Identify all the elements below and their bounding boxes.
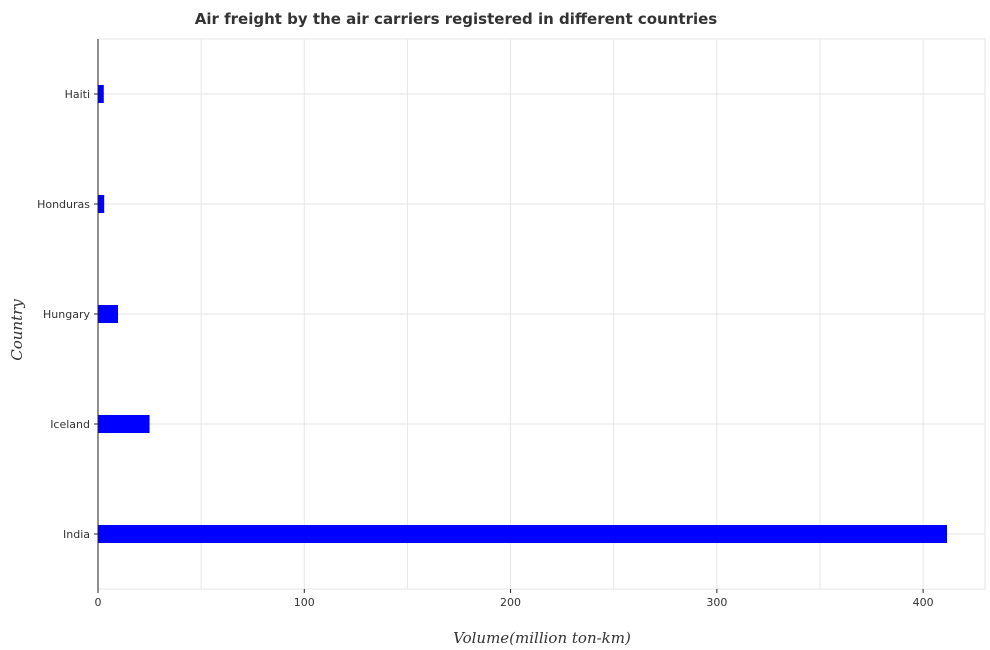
y-axis-ticks: Haiti Honduras Hungary Iceland India — [37, 88, 98, 541]
x-tick-label: 100 — [294, 596, 315, 609]
x-axis-label: Volume(million ton-km) — [453, 629, 631, 647]
y-tick-label-iceland: Iceland — [50, 418, 90, 431]
y-axis-label: Country — [8, 299, 26, 361]
bar-iceland — [98, 415, 150, 433]
grid — [97, 38, 986, 590]
bar-haiti — [98, 85, 104, 103]
y-tick-label-hungary: Hungary — [43, 308, 90, 321]
x-tick-label: 0 — [95, 596, 102, 609]
x-axis-ticks: 0 100 200 300 400 — [95, 589, 934, 609]
y-tick-label-honduras: Honduras — [37, 198, 90, 211]
bar-hungary — [98, 305, 119, 323]
x-tick-label: 300 — [706, 596, 727, 609]
bars — [98, 85, 948, 543]
y-tick-label-haiti: Haiti — [65, 88, 90, 101]
bar-india — [98, 525, 948, 543]
bar-honduras — [98, 195, 105, 213]
x-tick-label: 400 — [913, 596, 934, 609]
y-tick-label-india: India — [63, 528, 90, 541]
x-tick-label: 200 — [500, 596, 521, 609]
chart-title: Air freight by the air carriers register… — [195, 10, 718, 28]
